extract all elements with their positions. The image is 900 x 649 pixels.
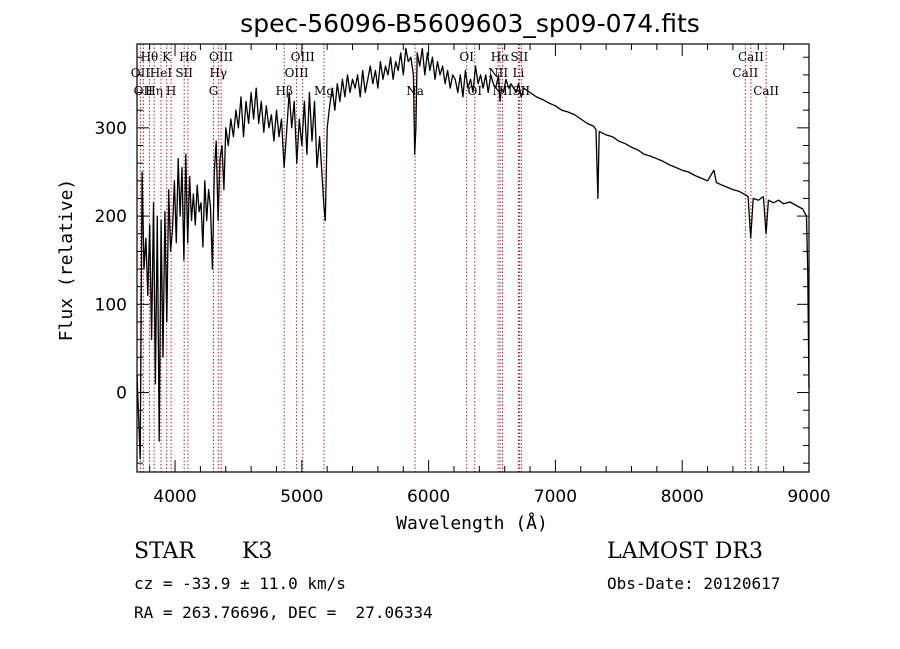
line-marker-label-9: G [209, 84, 219, 98]
line-marker-label-4: HeI [150, 66, 173, 80]
line-marker-label-16: Na [406, 84, 424, 98]
object-subclass: K3 [242, 539, 273, 564]
coordinates-readout: RA = 263.76696, DEC = 27.06334 [134, 603, 433, 622]
axis-tick-layer: 4000 5000 6000 7000 8000 9000 0 100 200 300 [95, 44, 831, 507]
survey-name: LAMOST DR3 [607, 539, 763, 564]
line-marker-label-10: Hγ [209, 66, 227, 80]
redshift-readout: cz = -33.9 ± 11.0 km/s [134, 574, 346, 593]
line-marker-label-17: OI [459, 50, 474, 64]
line-marker-label-12: Hβ [276, 84, 293, 98]
line-marker-label-2: Hθ [141, 50, 159, 64]
line-marker-label-20: Hα [491, 50, 510, 64]
line-marker-label-27: CaII [753, 84, 779, 98]
line-marker-label-19: NII [488, 66, 508, 80]
series-line-0 [136, 47, 810, 460]
plot-frame [136, 43, 810, 473]
line-marker-label-25: CaII [732, 66, 758, 80]
x-tick-label-1: 5000 [280, 487, 323, 507]
line-marker-label-7: SII [175, 66, 193, 80]
line-marker-label-0: OII [131, 66, 151, 80]
observation-date: Obs-Date: 20120617 [607, 574, 781, 593]
line-marker-label-22: Li [512, 66, 524, 80]
y-tick-label-2: 200 [95, 207, 127, 227]
line-marker-label-26: CaII [738, 50, 764, 64]
line-marker-label-6: H [166, 84, 176, 98]
line-marker-label-14: OIII [291, 50, 315, 64]
y-tick-label-1: 100 [95, 295, 127, 315]
x-tick-label-5: 9000 [787, 487, 830, 507]
line-marker-label-18: OI [467, 84, 482, 98]
line-marker-label-5: K [162, 50, 172, 64]
line-marker-label-13: OIII [285, 66, 309, 80]
x-tick-label-3: 7000 [534, 487, 577, 507]
x-tick-label-4: 8000 [661, 487, 704, 507]
line-marker-label-3: Hη [145, 84, 163, 98]
line-marker-label-15: Mg [314, 84, 334, 98]
line-marker-label-8: Hδ [179, 50, 197, 64]
line-marker-label-11: OIII [209, 50, 233, 64]
x-tick-label-2: 6000 [407, 487, 450, 507]
series-layer [136, 47, 810, 460]
line-marker-layer: OII OII Hθ Hη HeI K H SII Hδ G Hγ OIII Hβ OIII OIII Mg N… [131, 44, 779, 472]
x-tick-label-0: 4000 [153, 487, 196, 507]
line-marker-label-1: OII [134, 84, 154, 98]
line-marker-label-23: SII [511, 50, 529, 64]
spectrum-figure: spec-56096-B5609603_sp09-074.fits OIIOII… [56, 9, 831, 534]
chart-title: spec-56096-B5609603_sp09-074.fits [240, 9, 700, 38]
y-axis-label: Flux (relative) [56, 179, 77, 342]
object-class: STAR [134, 539, 195, 564]
x-axis-label: Wavelength (Å) [396, 512, 548, 534]
y-tick-label-0: 0 [116, 384, 127, 404]
y-tick-label-3: 300 [95, 119, 127, 139]
